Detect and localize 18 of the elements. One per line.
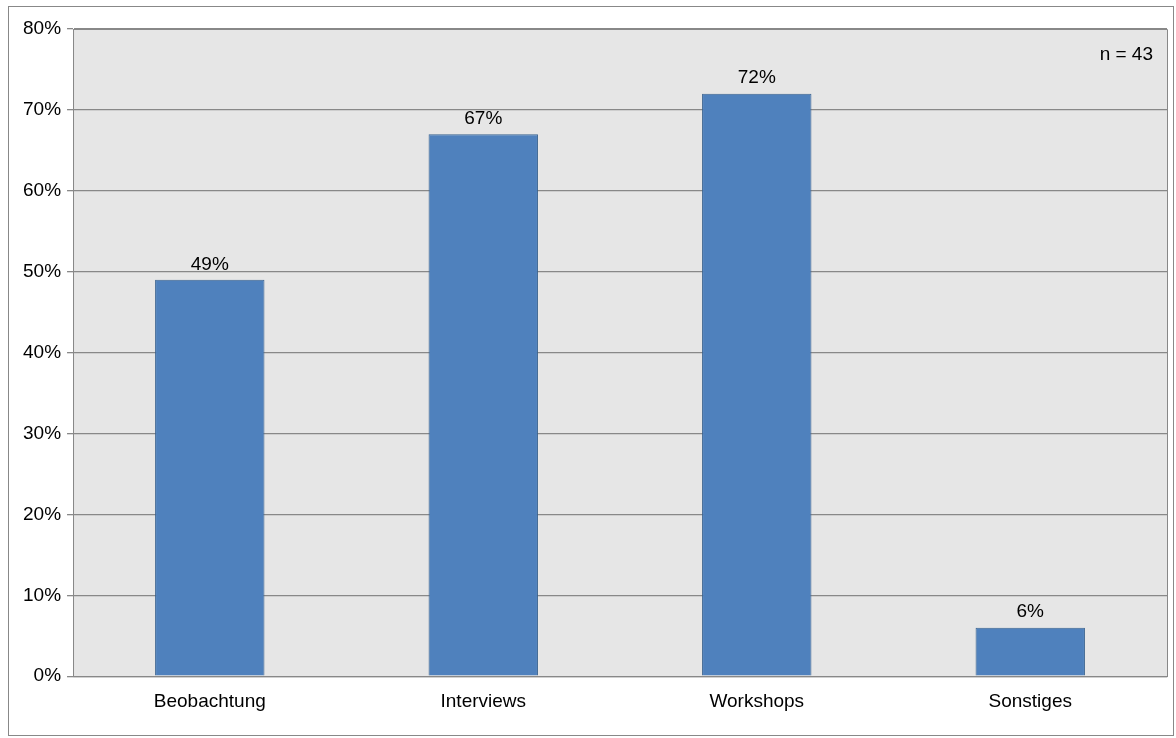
y-tick-label: 50% (23, 259, 62, 281)
y-tick-label: 30% (23, 421, 62, 443)
y-tick-label: 0% (33, 664, 62, 686)
x-tick-label: Beobachtung (153, 689, 266, 711)
data-label: 72% (737, 66, 776, 88)
annotation: n = 43 (1099, 42, 1153, 64)
y-tick-label: 70% (23, 98, 62, 120)
x-tick-label: Interviews (440, 689, 527, 711)
data-label: 6% (1016, 600, 1045, 622)
x-tick-label: Workshops (709, 689, 805, 711)
y-tick-label: 40% (23, 340, 62, 362)
y-tick-label: 80% (23, 17, 62, 39)
y-tick-label: 60% (23, 179, 62, 201)
y-tick-label: 10% (23, 583, 62, 605)
x-tick-label: Sonstiges (988, 689, 1072, 711)
y-tick-label: 20% (23, 502, 62, 524)
data-label: 67% (464, 106, 503, 128)
data-label: 49% (190, 252, 229, 274)
